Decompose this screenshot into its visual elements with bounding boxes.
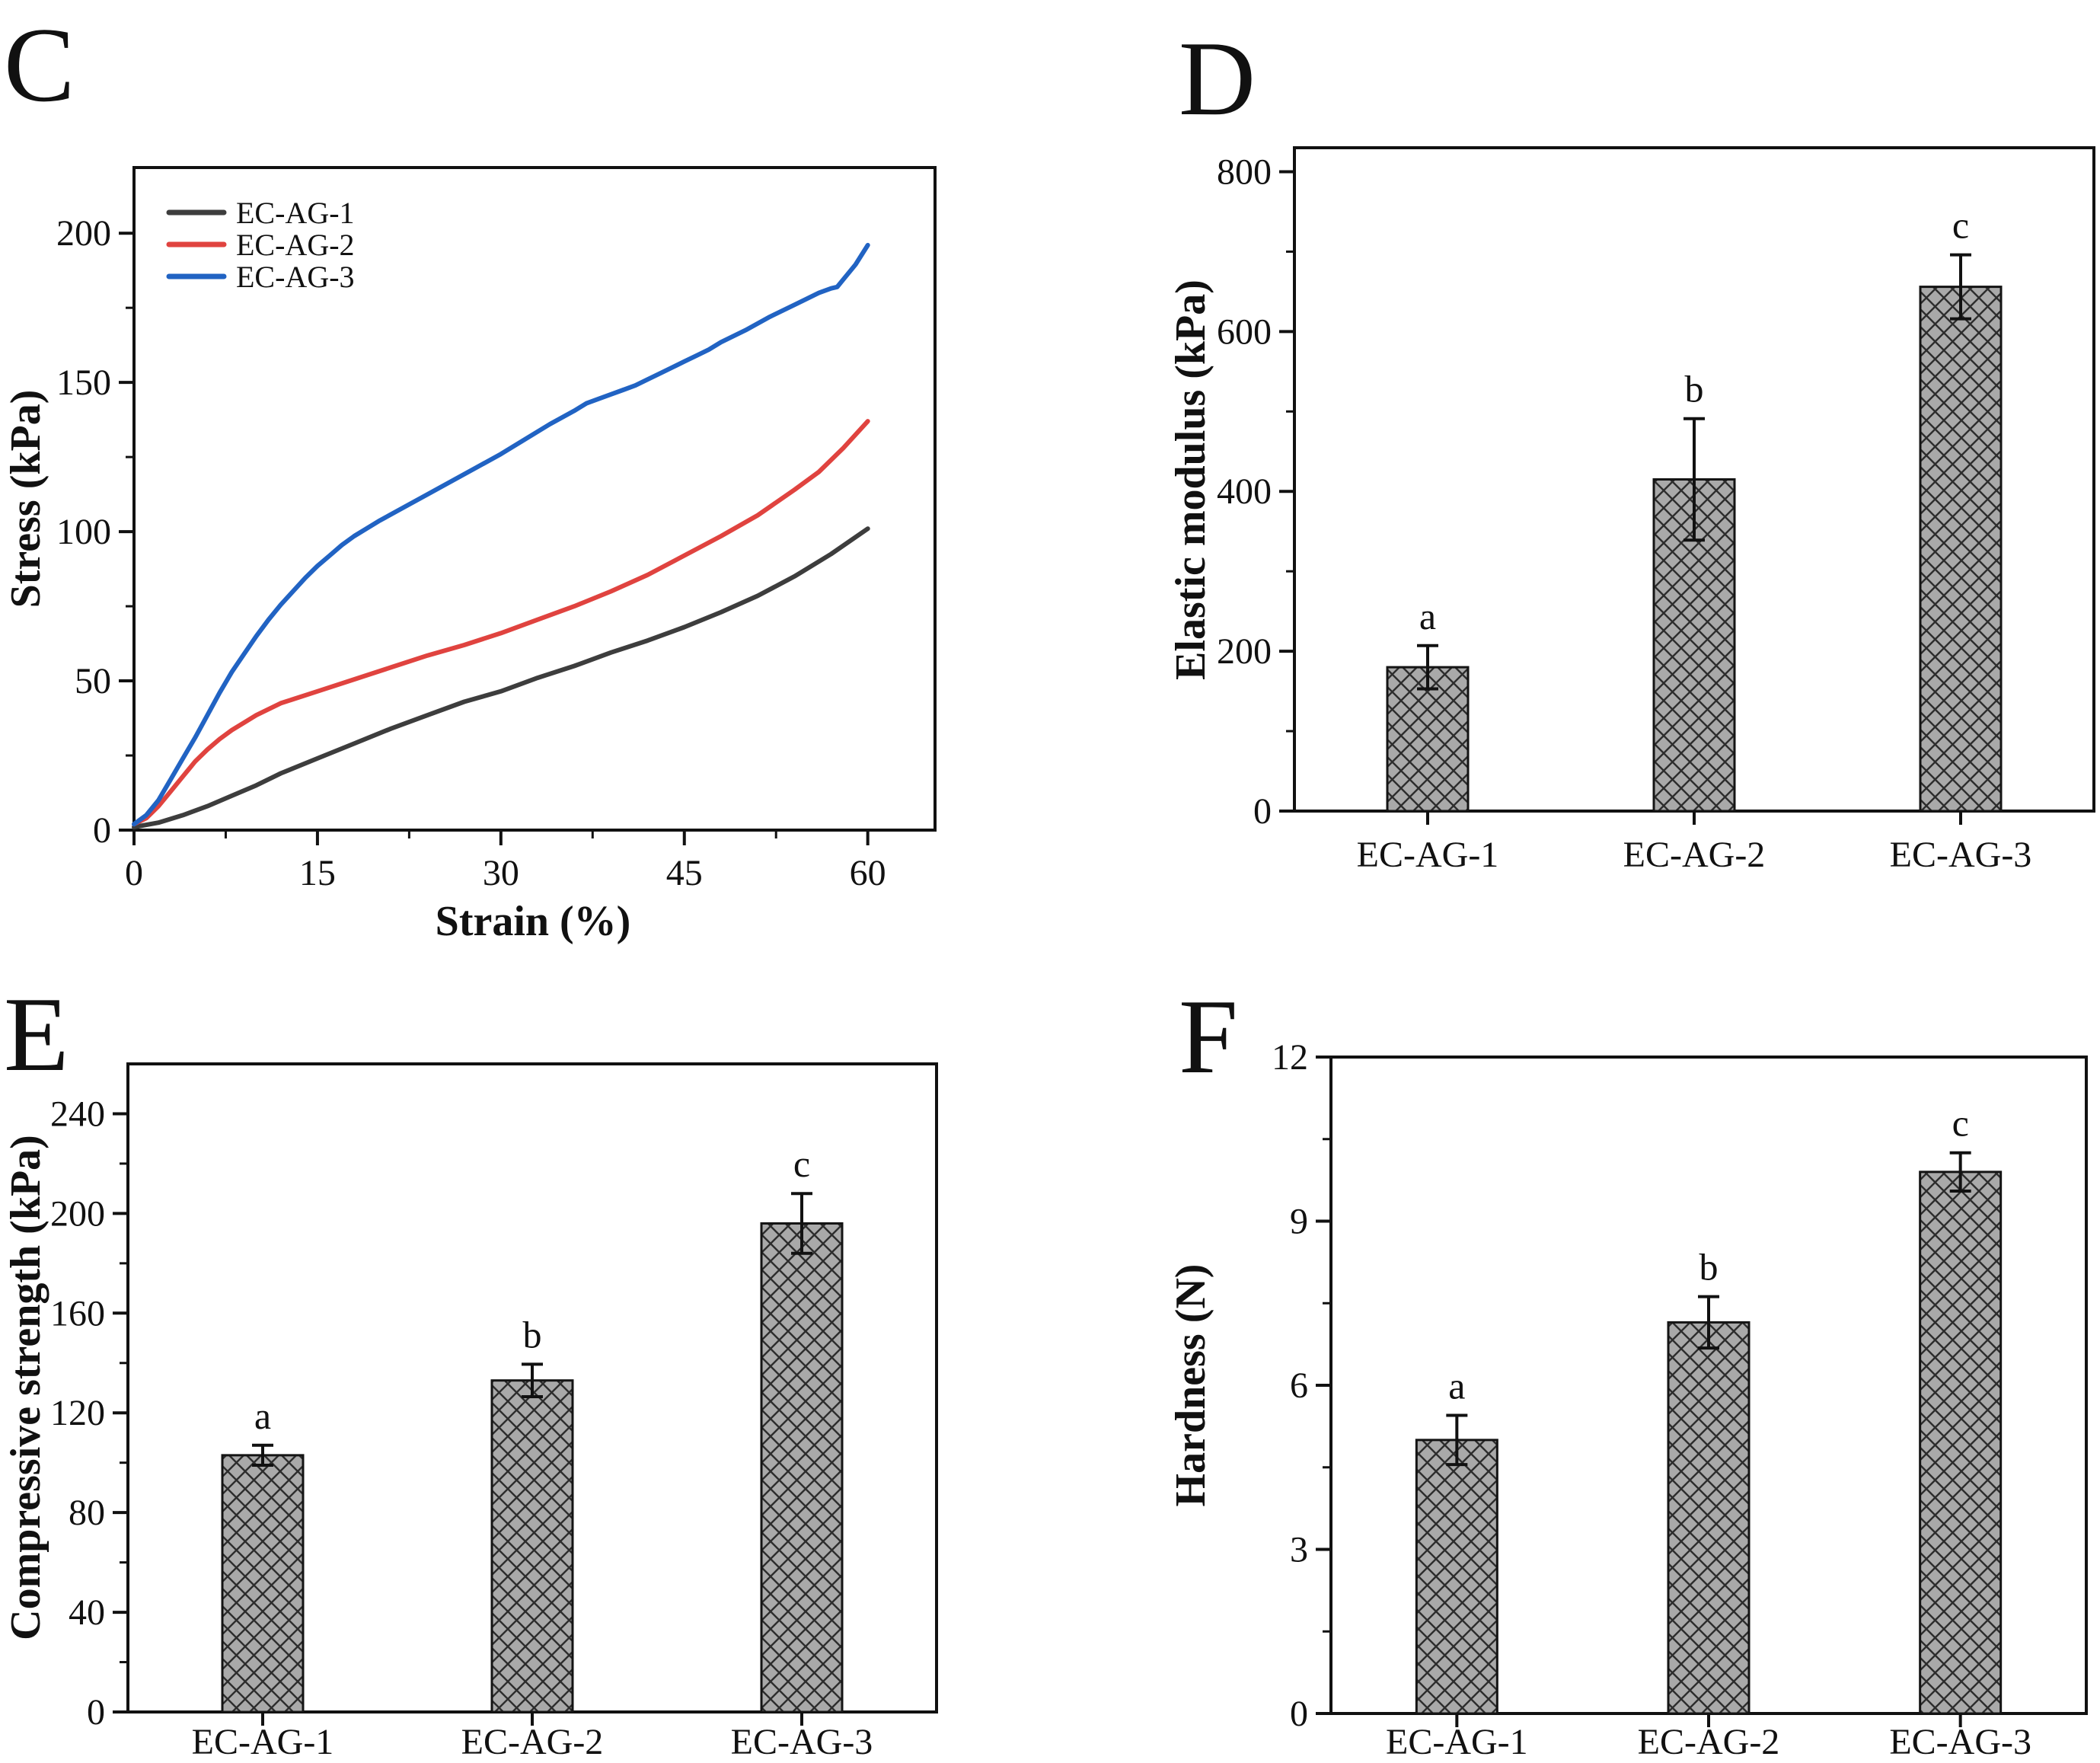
y-axis-title: Hardness (N) bbox=[1167, 1264, 1214, 1507]
curve-ec-ag-2 bbox=[132, 419, 870, 827]
bar-ec-ag-3 bbox=[760, 1222, 844, 1713]
x-tick-label: 30 bbox=[483, 853, 519, 893]
bar-ec-ag-3 bbox=[1919, 286, 2003, 813]
significance-letter: b bbox=[1699, 1246, 1719, 1289]
panel-c-stress-strain-line-chart: C 0 50 100 150 200 Stress (kPa) 0 15 30 45 60 Strain… bbox=[2, 6, 937, 945]
y-tick-label: 800 bbox=[1217, 152, 1272, 192]
legend-label: EC-AG-3 bbox=[236, 260, 355, 294]
bar-ec-ag-2 bbox=[1667, 1321, 1751, 1715]
category-label: EC-AG-3 bbox=[731, 1722, 873, 1762]
significance-letter: c bbox=[1952, 204, 1969, 247]
significance-letter: c bbox=[793, 1142, 810, 1185]
bar-ec-ag-2 bbox=[490, 1379, 574, 1713]
y-tick-label: 12 bbox=[1272, 1037, 1308, 1078]
significance-letter: a bbox=[1419, 595, 1436, 637]
category-label: EC-AG-1 bbox=[1386, 1722, 1528, 1762]
y-tick-label: 200 bbox=[1217, 631, 1272, 672]
y-tick-label: 0 bbox=[93, 810, 111, 851]
significance-letter: a bbox=[1448, 1365, 1465, 1407]
category-label: EC-AG-3 bbox=[1889, 1722, 2031, 1762]
plot-border bbox=[132, 166, 937, 832]
x-axis-title: Strain (%) bbox=[436, 898, 631, 945]
panel-letter: E bbox=[4, 976, 69, 1094]
panel-letter: D bbox=[1179, 20, 1256, 138]
y-tick-label: 100 bbox=[56, 512, 111, 552]
y-axis-title: Elastic modulus (kPa) bbox=[1167, 279, 1214, 680]
panel-letter: F bbox=[1179, 978, 1238, 1096]
y-tick-label: 3 bbox=[1290, 1530, 1308, 1570]
panel-d-elastic-modulus-bar-chart: D 0 200 400 600 800 Elastic modulus (kPa) a EC-A… bbox=[1167, 20, 2095, 875]
y-tick-label: 40 bbox=[69, 1592, 105, 1633]
significance-letter: a bbox=[254, 1394, 271, 1437]
y-tick-label: 50 bbox=[75, 661, 111, 701]
category-label: EC-AG-1 bbox=[1357, 835, 1499, 875]
significance-letter: c bbox=[1952, 1102, 1969, 1145]
y-axis-title: Compressive strength (kPa) bbox=[2, 1135, 49, 1640]
y-tick-label: 80 bbox=[69, 1493, 105, 1533]
y-tick-label: 200 bbox=[56, 213, 111, 254]
y-tick-label: 200 bbox=[50, 1193, 105, 1234]
y-tick-label: 0 bbox=[1290, 1694, 1308, 1734]
y-tick-label: 600 bbox=[1217, 311, 1272, 352]
y-tick-label: 6 bbox=[1290, 1365, 1308, 1406]
significance-letter: b bbox=[1685, 368, 1704, 410]
y-tick-label: 0 bbox=[1253, 791, 1272, 832]
category-label: EC-AG-2 bbox=[1638, 1722, 1780, 1762]
significance-letter: b bbox=[523, 1313, 542, 1356]
x-tick-label: 60 bbox=[850, 853, 886, 893]
legend-label: EC-AG-2 bbox=[236, 228, 355, 262]
bar-ec-ag-1 bbox=[221, 1454, 305, 1713]
category-label: EC-AG-2 bbox=[1623, 835, 1766, 875]
y-tick-label: 150 bbox=[56, 363, 111, 403]
x-tick-label: 0 bbox=[125, 853, 143, 893]
y-axis-title: Stress (kPa) bbox=[2, 390, 49, 608]
x-tick-label: 45 bbox=[666, 853, 703, 893]
category-label: EC-AG-3 bbox=[1890, 835, 2032, 875]
y-tick-label: 0 bbox=[87, 1692, 105, 1733]
y-tick-label: 9 bbox=[1290, 1202, 1308, 1242]
bar-ec-ag-1 bbox=[1415, 1439, 1498, 1715]
y-tick-label: 160 bbox=[50, 1293, 105, 1333]
x-tick-label: 15 bbox=[299, 853, 336, 893]
bar-ec-ag-3 bbox=[1919, 1171, 2003, 1715]
category-label: EC-AG-2 bbox=[461, 1722, 604, 1762]
panel-f-hardness-bar-chart: F 0 3 6 9 12 Hardness (N) a EC-AG-1 b EC-AG-2 c EC-A… bbox=[1167, 978, 2088, 1762]
curve-ec-ag-3 bbox=[132, 242, 870, 827]
y-tick-label: 120 bbox=[50, 1393, 105, 1433]
curve-ec-ag-1 bbox=[132, 526, 870, 830]
y-tick-label: 240 bbox=[50, 1094, 105, 1134]
legend-label: EC-AG-1 bbox=[236, 196, 355, 230]
category-label: EC-AG-1 bbox=[192, 1722, 334, 1762]
panel-letter: C bbox=[4, 6, 75, 124]
y-tick-label: 400 bbox=[1217, 471, 1272, 512]
